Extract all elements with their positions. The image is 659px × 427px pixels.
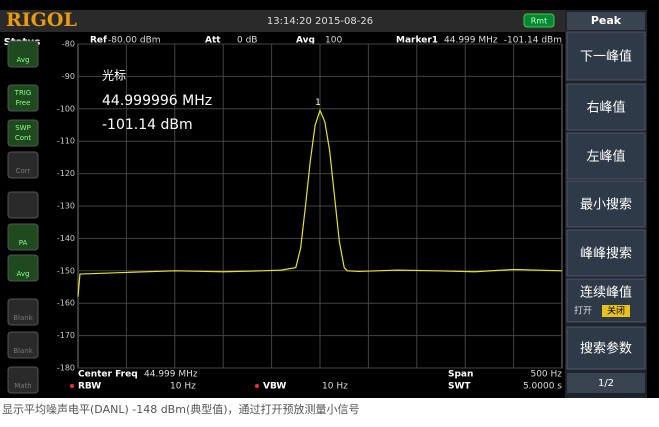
softkey-title-bg (567, 12, 645, 30)
y-tick-label: -180 (57, 364, 75, 373)
marker-amp: -101.14 dBm (504, 36, 562, 46)
status-icon-label: Blank (13, 314, 33, 322)
softkey-label: 下一峰值 (580, 49, 632, 65)
center-label: Center Freq (78, 370, 138, 380)
remote: Rmt (531, 17, 548, 26)
y-tick-label: -140 (57, 234, 75, 243)
vbw-dot (255, 384, 259, 388)
softkey[interactable] (566, 229, 646, 277)
y-tick-label: -150 (57, 266, 75, 275)
softkey-label: 搜索参数 (580, 341, 632, 357)
page-indicator: 1/2 (598, 378, 614, 389)
status-icon (7, 84, 39, 112)
screen-bg (0, 0, 659, 398)
softkey-title: Peak (591, 14, 622, 27)
y-tick-label: -130 (57, 202, 75, 211)
marker-label: Marker1 (396, 36, 438, 46)
status-icon (7, 254, 39, 282)
toggle-on: 打开 (574, 305, 592, 317)
datetime: 13:14:20 2015-08-26 (267, 16, 373, 27)
footer: Center Freq 44.999 MHz Span 500 Hz RBW 1… (70, 370, 562, 392)
att-label: Att (205, 36, 221, 46)
status-icon (7, 366, 39, 394)
softkey-label: 连续峰值 (580, 285, 632, 301)
ref-value: -80.00 dBm (108, 36, 161, 46)
status-icon-label: Cont (15, 134, 32, 142)
plot: -80 -90 -100 -110 -120 -130 -140 -150 -160 -170 -1… (57, 40, 563, 373)
span-label: Span (448, 370, 473, 380)
status-icon-label: TRIG (14, 89, 32, 97)
rbw-value: 10 Hz (170, 382, 196, 392)
ref-label: Ref (90, 36, 107, 46)
marker-box-title: 光标 (102, 69, 126, 83)
swt-value: 5.0000 s (523, 382, 562, 392)
page-bg (567, 373, 645, 393)
status-icon (7, 119, 39, 147)
y-tick-label: -110 (57, 137, 75, 146)
softkey[interactable] (566, 132, 646, 180)
rbw-label: RBW (78, 382, 101, 392)
y-tick-label: -80 (62, 40, 75, 49)
status-icon-label: SWP (15, 124, 31, 132)
att-value: 0 dB (237, 36, 257, 46)
brand: RIGOL (6, 9, 77, 31)
y-tick-label: -170 (57, 331, 75, 340)
softkey-label: 最小搜索 (580, 198, 632, 213)
softkey-label: 右峰值 (586, 100, 625, 116)
status-icon-label: PA (19, 239, 28, 247)
softkey-label: 峰峰搜索 (580, 247, 632, 262)
marker-box-freq: 44.999996 MHz (102, 93, 212, 109)
caption: 显示平均噪声电平(DANL) -148 dBm(典型值)，通过打开预放测量小信号 (2, 402, 360, 416)
center-value: 44.999 MHz (144, 370, 198, 380)
status-icon-label: Free (16, 99, 31, 107)
status-icon-label: Blank (13, 347, 33, 355)
remote-badge (523, 13, 555, 28)
status-icon-label: Corr (16, 167, 31, 175)
y-tick-label: -160 (57, 299, 75, 308)
status-icon (7, 191, 39, 219)
softkey-label: 左峰值 (586, 149, 625, 165)
trace (77, 108, 563, 297)
y-tick-label: -90 (62, 72, 75, 81)
status-icon (7, 223, 39, 251)
span-value: 500 Hz (530, 370, 562, 380)
status-icon (7, 298, 39, 326)
title-bar (0, 10, 565, 32)
marker-freq: 44.999 MHz (444, 36, 498, 46)
marker-number: 1 (315, 98, 321, 108)
status-icon-label: Avg (17, 56, 30, 64)
status-icon (7, 331, 39, 359)
softkey[interactable] (566, 180, 646, 228)
toggle-off: 关闭 (607, 305, 625, 317)
avg-value: 100 (325, 36, 342, 46)
softkey[interactable] (566, 31, 646, 81)
y-tick-label: -100 (57, 104, 75, 113)
marker-box-amp: -101.14 dBm (102, 117, 193, 133)
y-tick-label: -120 (57, 169, 75, 178)
vbw-value: 10 Hz (322, 382, 348, 392)
status-icon-label: Math (14, 382, 32, 390)
toggle-off-bg (602, 305, 630, 317)
rbw-dot (70, 384, 74, 388)
softkey[interactable] (566, 83, 646, 131)
info-line: Ref -80.00 dBm Att 0 dB Avg 100 Marker1 … (90, 36, 562, 46)
status-icon (7, 40, 39, 68)
softkey[interactable] (566, 326, 646, 370)
status-icon-label: Avg (17, 270, 30, 278)
status-icon (7, 151, 39, 179)
avg-label: Avg (296, 36, 315, 46)
swt-label: SWT (448, 382, 471, 392)
vbw-label: VBW (263, 382, 286, 392)
status-column: Avg TRIG Free SWP Cont Corr PA Avg Blank Blank Mat… (7, 40, 39, 394)
